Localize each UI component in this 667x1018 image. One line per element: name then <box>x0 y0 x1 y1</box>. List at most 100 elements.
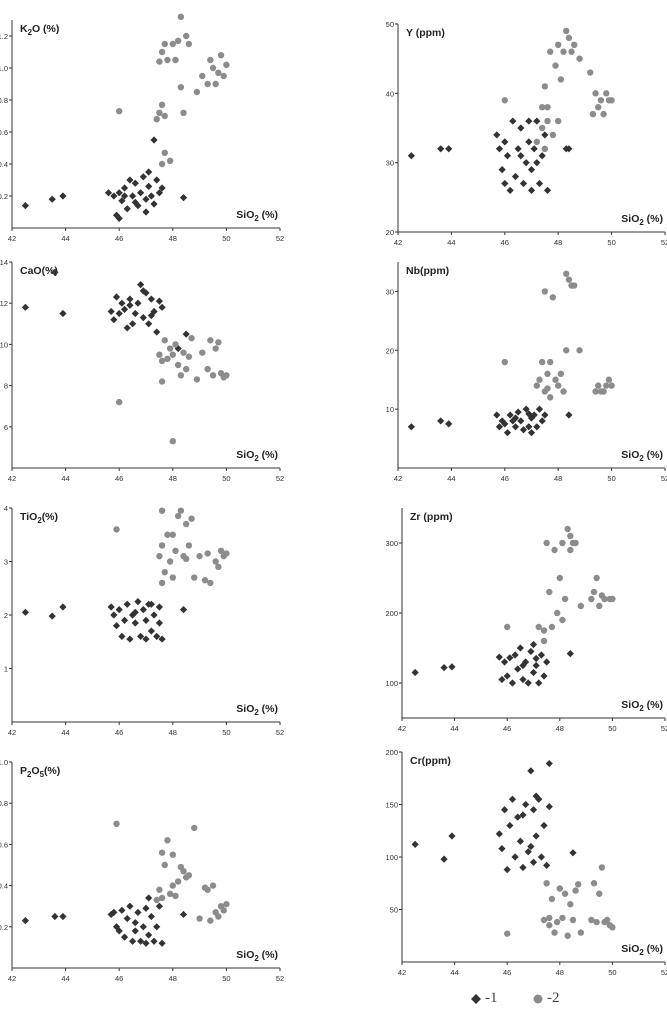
data-point-circle <box>204 886 211 893</box>
data-point-diamond <box>540 672 548 680</box>
data-point-diamond <box>153 328 161 336</box>
data-point-diamond <box>131 179 139 187</box>
data-point-diamond <box>519 675 527 684</box>
data-point-circle <box>571 41 578 48</box>
y-tick-label: 0.6 <box>0 840 8 849</box>
data-point-diamond <box>123 205 131 213</box>
data-point-diamond <box>517 417 525 425</box>
data-point-diamond <box>142 289 150 297</box>
data-point-diamond <box>142 195 150 203</box>
data-point-diamond <box>115 189 123 197</box>
data-point-diamond <box>145 320 153 328</box>
y-tick-label: 0.2 <box>0 192 8 201</box>
data-point-diamond <box>120 192 129 200</box>
data-point-circle <box>501 97 508 104</box>
x-tick-label: 50 <box>222 974 230 983</box>
data-point-diamond <box>543 861 551 869</box>
data-point-diamond <box>530 411 538 419</box>
y-tick-label: 8 <box>4 382 8 391</box>
data-point-circle <box>609 924 616 931</box>
data-point-diamond <box>155 603 163 611</box>
data-point-diamond <box>118 632 126 640</box>
data-point-circle <box>204 550 211 557</box>
x-tick-label: 52 <box>276 474 284 483</box>
data-point-diamond <box>153 923 161 931</box>
data-point-circle <box>563 347 570 354</box>
data-point-circle <box>191 824 198 832</box>
data-point-circle <box>158 101 166 109</box>
data-point-circle <box>559 914 566 922</box>
data-point-circle <box>504 930 511 937</box>
data-point-circle <box>548 623 556 631</box>
x-tick-label: 46 <box>115 474 123 483</box>
data-point-diamond <box>538 152 546 160</box>
data-point-circle <box>220 72 227 80</box>
data-point-circle <box>592 90 599 97</box>
x-tick-label: 46 <box>503 968 511 977</box>
data-point-circle <box>546 358 554 366</box>
y-tick-label: 100 <box>385 679 398 688</box>
y-tick-label: 0.4 <box>0 882 8 891</box>
data-point-diamond <box>519 661 527 670</box>
data-point-circle <box>185 872 193 879</box>
data-point-diamond <box>517 152 525 160</box>
data-point-diamond <box>506 186 514 194</box>
data-point-diamond <box>529 806 538 814</box>
data-point-diamond <box>134 908 142 916</box>
data-point-circle <box>172 56 179 64</box>
y-tick-label: 300 <box>385 539 398 548</box>
data-point-diamond <box>511 423 520 431</box>
data-point-circle <box>561 595 569 603</box>
data-point-diamond <box>107 603 115 611</box>
x-tick-label: 44 <box>447 238 455 247</box>
data-point-diamond <box>158 939 166 947</box>
data-point-circle <box>544 104 551 111</box>
y-tick-label: 0.8 <box>0 799 8 808</box>
data-point-circle <box>158 357 166 365</box>
data-point-circle <box>590 880 598 887</box>
data-point-circle <box>215 563 222 571</box>
x-tick-label: 52 <box>276 728 284 737</box>
data-point-diamond <box>179 194 188 202</box>
data-point-circle <box>199 349 206 356</box>
data-point-diamond <box>514 145 522 153</box>
data-point-circle <box>576 347 583 354</box>
data-point-circle <box>540 627 548 634</box>
data-point-circle <box>193 376 201 383</box>
data-point-diamond <box>538 417 546 425</box>
data-point-circle <box>169 851 176 858</box>
chart-title: K2O (%) <box>20 23 59 37</box>
data-point-circle <box>215 913 222 920</box>
data-point-circle <box>207 56 214 64</box>
data-point-circle <box>158 579 166 587</box>
y-tick-label: 4 <box>4 504 8 513</box>
data-point-circle <box>166 558 174 565</box>
data-point-diamond <box>514 665 522 673</box>
data-point-circle <box>188 335 195 342</box>
data-point-circle <box>553 918 561 926</box>
data-point-diamond <box>153 632 161 640</box>
x-tick-label: 48 <box>169 234 177 243</box>
data-point-circle <box>217 52 225 59</box>
data-point-diamond <box>533 423 541 431</box>
data-point-circle <box>603 90 610 97</box>
data-point-diamond <box>139 606 147 614</box>
data-point-diamond <box>532 654 540 663</box>
data-point-diamond <box>506 654 514 662</box>
x-tick-label: 44 <box>61 474 69 483</box>
data-point-circle <box>164 531 171 538</box>
data-point-diamond <box>500 806 509 814</box>
data-point-diamond <box>51 268 59 276</box>
x-tick-label: 42 <box>394 238 402 247</box>
data-point-circle <box>156 886 163 893</box>
data-point-diamond <box>411 840 419 848</box>
data-point-circle <box>593 918 600 926</box>
y-tick-label: 40 <box>386 89 394 98</box>
data-point-circle <box>572 539 579 547</box>
data-point-circle <box>546 588 553 596</box>
data-point-circle <box>177 13 185 20</box>
data-point-circle <box>164 56 171 64</box>
data-point-diamond <box>142 616 150 624</box>
data-point-diamond <box>543 186 552 194</box>
data-point-circle <box>544 370 551 378</box>
